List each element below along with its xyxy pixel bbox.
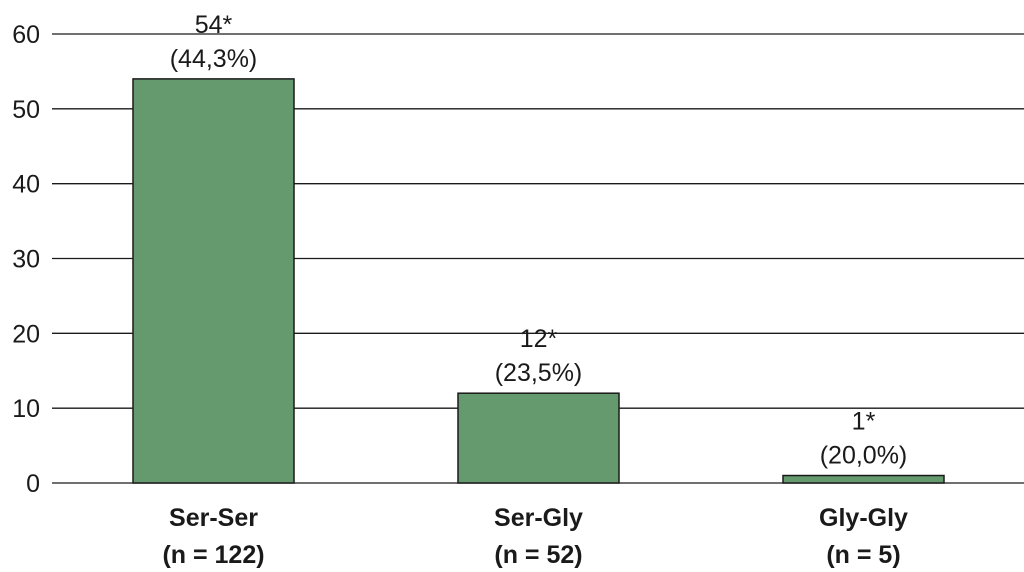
data-labels: 54* (44,3%) 12* (23,5%) 1* (20,0%) [170,11,908,470]
category-n-label-0: (n = 122) [162,541,264,569]
y-tick-label-40: 40 [12,171,40,199]
category-label-1: Ser-Gly [494,504,583,532]
category-label-0: Ser-Ser [169,504,258,532]
value-label-0: 54* [195,11,233,39]
category-label-2: Gly-Gly [819,504,908,532]
percent-label-2: (20,0%) [820,442,908,470]
bars [132,78,945,484]
bar-ser-ser [132,78,295,484]
y-tick-label-30: 30 [12,246,40,274]
value-label-1: 12* [520,325,558,353]
bar-ser-gly [457,392,620,484]
value-label-2: 1* [852,408,876,436]
y-tick-label-60: 60 [12,21,40,49]
category-n-label-1: (n = 52) [494,541,582,569]
bar-gly-gly [782,474,945,484]
y-tick-label-0: 0 [26,470,40,498]
percent-label-1: (23,5%) [495,359,583,387]
y-tick-label-10: 10 [12,395,40,423]
y-tick-label-20: 20 [12,320,40,348]
category-n-label-2: (n = 5) [826,541,900,569]
y-axis-ticks: 0 10 20 30 40 50 60 [12,21,40,498]
percent-label-0: (44,3%) [170,45,258,73]
y-tick-label-50: 50 [12,96,40,124]
category-labels: Ser-Ser (n = 122) Ser-Gly (n = 52) Gly-Gly (n… [162,504,908,569]
